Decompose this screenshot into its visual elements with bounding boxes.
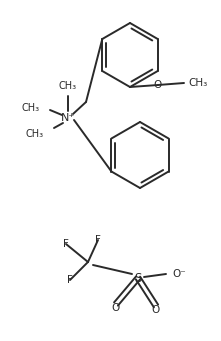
Text: F: F — [67, 275, 73, 285]
Text: CH₃: CH₃ — [188, 78, 207, 88]
Text: O: O — [154, 80, 162, 90]
Text: CH₃: CH₃ — [26, 129, 44, 139]
Text: CH₃: CH₃ — [22, 103, 40, 113]
Text: S: S — [134, 271, 142, 284]
Text: F: F — [63, 239, 69, 249]
Text: O⁻: O⁻ — [172, 269, 186, 279]
Text: O: O — [112, 303, 120, 313]
Text: F: F — [95, 235, 101, 245]
Text: O: O — [152, 305, 160, 315]
Text: CH₃: CH₃ — [59, 81, 77, 91]
Text: N⁺: N⁺ — [61, 113, 75, 123]
